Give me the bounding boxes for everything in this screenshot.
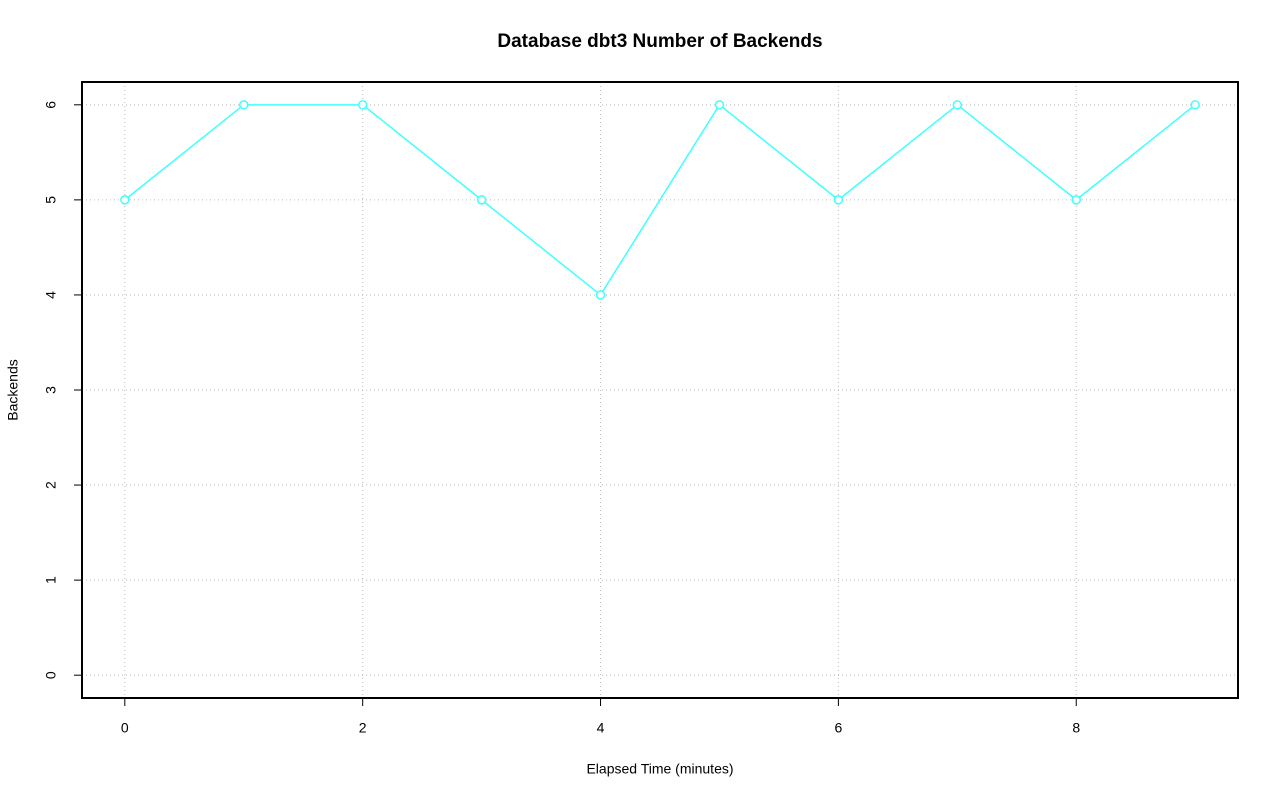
y-tick-label: 2 [43, 481, 59, 489]
y-tick-label: 1 [43, 576, 59, 584]
x-tick-label: 6 [834, 720, 842, 736]
y-tick-label: 0 [43, 671, 59, 679]
data-point [238, 100, 249, 110]
y-axis-label: Backends [5, 359, 21, 420]
data-point [120, 195, 130, 205]
x-tick-label: 8 [1072, 720, 1080, 736]
x-axis-label: Elapsed Time (minutes) [586, 761, 733, 777]
chart-title: Database dbt3 Number of Backends [497, 31, 822, 52]
data-point [476, 195, 487, 205]
data-point [357, 100, 368, 110]
y-tick-label: 3 [43, 386, 59, 394]
data-point [1190, 100, 1200, 110]
y-tick-label: 4 [43, 291, 59, 299]
data-point [1071, 195, 1082, 205]
y-tick-label: 5 [43, 196, 59, 204]
x-tick-label: 2 [359, 720, 367, 736]
y-tick-label: 6 [43, 101, 59, 109]
x-tick-label: 4 [597, 720, 605, 736]
x-tick-label: 0 [121, 720, 129, 736]
data-point [952, 100, 963, 110]
plot-frame [81, 81, 1239, 699]
data-point [714, 100, 725, 110]
data-point [595, 290, 606, 300]
data-line [124, 103, 1196, 297]
data-point [833, 195, 844, 205]
